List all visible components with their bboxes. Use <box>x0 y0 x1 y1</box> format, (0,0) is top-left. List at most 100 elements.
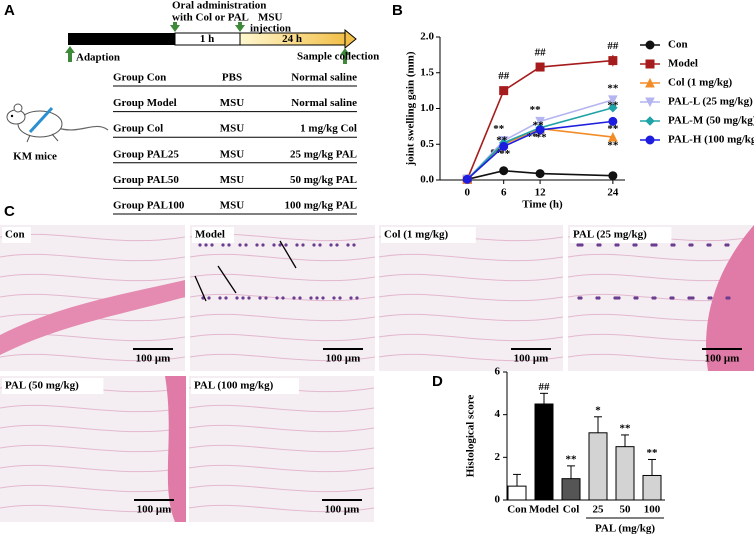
group-name: Group Col <box>113 123 163 135</box>
infiltrate <box>318 243 322 247</box>
marker <box>462 174 472 184</box>
label-bg <box>2 227 31 243</box>
mouse-ear <box>13 103 23 113</box>
muscle <box>165 376 186 522</box>
infiltrate <box>295 243 299 247</box>
group-agent: MSU <box>220 200 245 212</box>
infiltrate <box>671 296 675 300</box>
marker <box>645 40 655 50</box>
phase-label: 1 h <box>200 33 214 45</box>
marker <box>499 166 509 176</box>
histology-label: PAL (25 mg/kg) <box>573 229 647 241</box>
x-tick-label: 0 <box>465 187 471 199</box>
group-treatment: 100 mg/kg PAL <box>284 200 357 212</box>
infiltrate <box>292 296 296 300</box>
tissue-fiber <box>378 293 564 302</box>
group-name: Group Con <box>113 72 166 84</box>
label-bg <box>191 378 299 394</box>
y-tick-label: 2.0 <box>420 31 434 43</box>
infiltrate <box>278 243 282 247</box>
scale-label: 100 μm <box>514 353 549 365</box>
infiltrate <box>726 243 730 247</box>
group-treatment: 25 mg/kg PAL <box>290 148 357 160</box>
infiltrate <box>224 296 228 300</box>
arrow-pointer <box>194 275 207 302</box>
tissue-fiber <box>0 253 186 262</box>
tissue-fiber <box>378 313 564 322</box>
infiltrate <box>301 243 305 247</box>
bar <box>642 474 662 501</box>
significance: * <box>595 404 601 416</box>
significance: ** <box>533 119 545 131</box>
series-line <box>466 120 613 180</box>
x-tick-label: 24 <box>607 187 619 199</box>
legend-label: PAL-L (25 mg/kg) <box>668 96 753 108</box>
legend-label: PAL-M (50 mg/kg) <box>668 115 754 127</box>
infiltrate <box>198 243 202 247</box>
infiltrate <box>654 243 658 247</box>
marker <box>645 135 655 145</box>
group-name: Group PAL50 <box>113 174 179 186</box>
group-agent: PBS <box>222 72 242 84</box>
infiltrate <box>264 296 268 300</box>
group-treatment: Normal saline <box>291 97 357 109</box>
legend-label: Col (1 mg/kg) <box>668 77 733 89</box>
infiltrate <box>338 296 342 300</box>
group-name: Group PAL100 <box>113 200 185 212</box>
marker <box>608 103 618 113</box>
event-label: injection <box>250 23 291 35</box>
tissue-fiber <box>188 444 375 453</box>
infiltrate <box>709 296 713 300</box>
tissue-fiber <box>189 273 376 282</box>
infiltrate <box>598 243 602 247</box>
infiltrate <box>284 243 288 247</box>
significance: ## <box>535 47 547 59</box>
significance: ** <box>607 82 619 94</box>
x-axis-label: Time (h) <box>522 199 563 211</box>
infiltrate <box>579 296 583 300</box>
group-agent: MSU <box>220 123 245 135</box>
y-tick-label: 1.0 <box>420 102 434 114</box>
tissue-fiber <box>189 353 376 362</box>
x-tick-label: 12 <box>535 187 547 199</box>
marker <box>645 116 655 126</box>
infiltrate <box>635 296 639 300</box>
infiltrate <box>298 296 302 300</box>
x-tick-label: 100 <box>644 504 661 516</box>
mouse-leg <box>26 134 31 143</box>
marker <box>645 77 655 88</box>
syringe <box>28 106 54 134</box>
mouse-leg <box>51 133 59 142</box>
infiltrate <box>218 296 222 300</box>
significance: ** <box>566 453 578 465</box>
group-treatment: 1 mg/kg Col <box>300 123 357 135</box>
histology-label: Col (1 mg/kg) <box>384 229 449 241</box>
event-label: MSU <box>258 12 283 24</box>
green-arrow <box>340 48 350 55</box>
marker <box>608 56 618 66</box>
infiltrate <box>329 243 333 247</box>
infiltrate <box>227 243 231 247</box>
green-arrow <box>65 46 75 53</box>
infiltrate <box>332 296 336 300</box>
legend-label: PAL-H (100 mg/kg) <box>668 134 754 146</box>
series-line <box>467 169 613 181</box>
group-treatment: Normal saline <box>291 72 357 84</box>
significance: ** <box>499 148 511 160</box>
infiltrate <box>241 296 245 300</box>
group-agent: MSU <box>220 174 245 186</box>
x-tick-label: 25 <box>593 504 605 516</box>
green-arrow <box>68 52 72 62</box>
x-tick-label: 6 <box>501 187 507 199</box>
scale-label: 100 μm <box>326 353 361 365</box>
infiltrate <box>261 243 265 247</box>
event-label: Adaption <box>76 52 120 64</box>
bar <box>534 403 554 501</box>
histology-label: PAL (50 mg/kg) <box>5 380 79 392</box>
tissue-fiber <box>0 424 187 433</box>
infiltrate <box>580 243 584 247</box>
tissue-fiber <box>189 333 376 342</box>
infiltrate <box>281 296 285 300</box>
histology-label: PAL (100 mg/kg) <box>194 380 274 392</box>
